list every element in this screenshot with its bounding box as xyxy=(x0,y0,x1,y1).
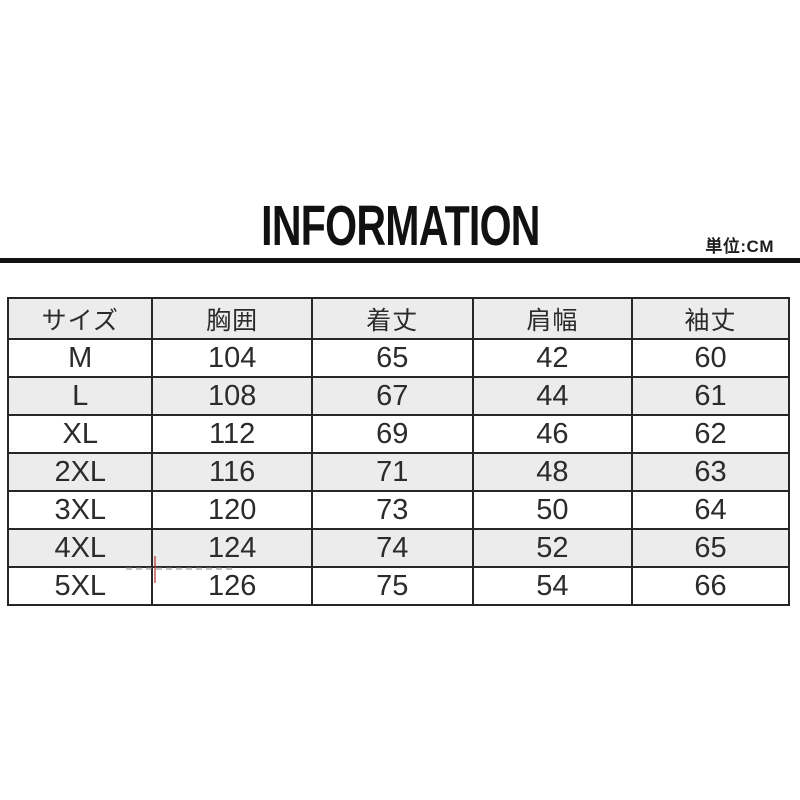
measurement-cell: 64 xyxy=(630,490,791,530)
table-row: 3XL 120 73 50 64 xyxy=(6,490,791,530)
measurement-cell: 48 xyxy=(471,452,633,492)
measurement-cell: 104 xyxy=(151,338,313,378)
size-label-cell: 2XL xyxy=(6,452,154,492)
watermark-red-tick xyxy=(154,556,156,583)
page-title: INFORMATION xyxy=(260,194,540,258)
measurement-cell: 61 xyxy=(630,376,791,416)
measurement-cell: 67 xyxy=(310,376,474,416)
measurement-cell: 44 xyxy=(471,376,633,416)
table-row: M 104 65 42 60 xyxy=(6,338,791,378)
table-header-row: サイズ 胸囲 着丈 肩幅 袖丈 xyxy=(6,297,791,340)
measurement-cell: 50 xyxy=(471,490,633,530)
measurement-cell: 66 xyxy=(630,566,791,606)
column-header: サイズ xyxy=(6,297,154,340)
table-row: XL 112 69 46 62 xyxy=(6,414,791,454)
measurement-cell: 112 xyxy=(151,414,313,454)
measurement-cell: 74 xyxy=(310,528,474,568)
measurement-cell: 65 xyxy=(630,528,791,568)
measurement-cell: 75 xyxy=(310,566,474,606)
column-header: 袖丈 xyxy=(630,297,791,340)
measurement-cell: 54 xyxy=(471,566,633,606)
table-row: 4XL 124 74 52 65 xyxy=(6,528,791,568)
column-header: 着丈 xyxy=(310,297,474,340)
measurement-cell: 52 xyxy=(471,528,633,568)
measurement-cell: 69 xyxy=(310,414,474,454)
size-label-cell: 4XL xyxy=(6,528,154,568)
measurement-cell: 42 xyxy=(471,338,633,378)
size-label-cell: 3XL xyxy=(6,490,154,530)
unit-label: 単位:CM xyxy=(705,237,774,256)
measurement-cell: 116 xyxy=(151,452,313,492)
measurement-cell: 108 xyxy=(151,376,313,416)
measurement-cell: 126 xyxy=(151,566,313,606)
measurement-cell: 73 xyxy=(310,490,474,530)
size-label-cell: L xyxy=(6,376,154,416)
column-header: 胸囲 xyxy=(151,297,313,340)
measurement-cell: 71 xyxy=(310,452,474,492)
measurement-cell: 62 xyxy=(630,414,791,454)
table-row: 2XL 116 71 48 63 xyxy=(6,452,791,492)
title-divider-line xyxy=(0,258,800,263)
table-row: 5XL 126 75 54 66 xyxy=(6,566,791,606)
page-title-row: INFORMATION xyxy=(0,194,800,258)
measurement-cell: 124 xyxy=(151,528,313,568)
size-label-cell: 5XL xyxy=(6,566,154,606)
watermark-dashes xyxy=(126,567,236,570)
measurement-cell: 46 xyxy=(471,414,633,454)
column-header: 肩幅 xyxy=(471,297,633,340)
measurement-cell: 63 xyxy=(630,452,791,492)
table-body: M 104 65 42 60 L 108 67 44 61 XL 112 69 46 62 2XL 116 71 4… xyxy=(6,338,791,606)
size-label-cell: XL xyxy=(6,414,154,454)
size-label-cell: M xyxy=(6,338,154,378)
measurement-cell: 60 xyxy=(630,338,791,378)
table-row: L 108 67 44 61 xyxy=(6,376,791,416)
measurement-cell: 120 xyxy=(151,490,313,530)
measurement-cell: 65 xyxy=(310,338,474,378)
size-table: サイズ 胸囲 着丈 肩幅 袖丈 M 104 65 42 60 L 108 67 44 61 XL 112 69 4… xyxy=(6,297,791,606)
